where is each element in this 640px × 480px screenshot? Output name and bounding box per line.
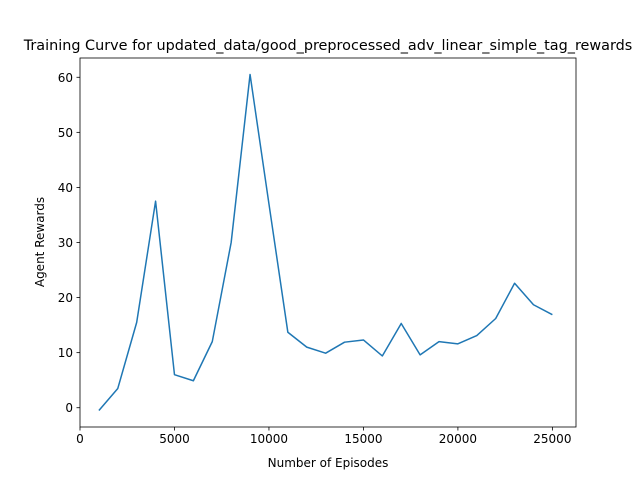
y-axis-ticks: 0 10 20 30 40 50 60 [58,71,80,415]
y-tick-label: 50 [58,126,73,140]
y-tick-label: 30 [58,236,73,250]
x-tick-label: 25000 [533,432,571,446]
x-tick-label: 0 [76,432,84,446]
x-tick-label: 20000 [439,432,477,446]
y-tick-label: 60 [58,71,73,85]
y-tick-label: 10 [58,346,73,360]
x-tick-label: 10000 [250,432,288,446]
y-tick-label: 20 [58,291,73,305]
x-axis-label: Number of Episodes [268,456,389,470]
y-axis-label: Agent Rewards [33,197,47,287]
x-axis-ticks: 0 5000 10000 15000 20000 25000 [76,427,571,446]
x-tick-label: 5000 [159,432,190,446]
x-tick-label: 15000 [344,432,382,446]
y-tick-label: 40 [58,181,73,195]
series-line-0 [98,73,553,411]
chart-title: Training Curve for updated_data/good_pre… [23,38,633,54]
y-tick-label: 0 [65,401,73,415]
